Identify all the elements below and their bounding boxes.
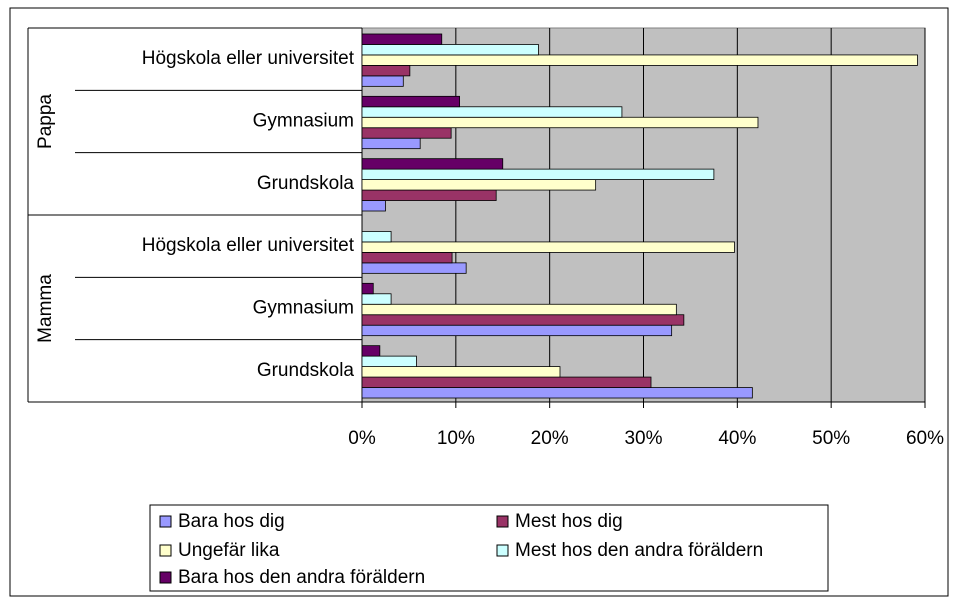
legend-swatch: [159, 571, 172, 584]
y-tick-label: Högskola eller universitet: [142, 48, 355, 69]
bar: [361, 366, 561, 378]
x-tick-label: 0%: [348, 428, 376, 449]
x-tick-label: 10%: [437, 428, 475, 449]
bar: [361, 200, 386, 212]
bar: [361, 106, 623, 118]
bar: [361, 75, 404, 87]
bar: [361, 95, 460, 108]
bar: [361, 345, 381, 357]
group-label: Mamma: [35, 274, 56, 343]
legend-swatch: [159, 544, 172, 557]
bar: [361, 116, 759, 129]
bar: [361, 179, 597, 191]
legend-label: Ungefär lika: [178, 540, 280, 561]
legend-swatch: [159, 515, 172, 528]
y-tick-label: Högskola eller universitet: [142, 235, 355, 256]
bar: [361, 241, 735, 253]
bar: [361, 33, 443, 45]
group-label: Pappa: [35, 94, 56, 149]
y-tick-label: Grundskola: [257, 360, 355, 381]
legend-label: Mest hos den andra föräldern: [515, 540, 763, 561]
bar: [361, 189, 497, 201]
bar: [361, 376, 652, 388]
x-tick-label: 60%: [906, 428, 944, 449]
legend-swatch: [496, 544, 509, 557]
bar: [361, 251, 453, 264]
bar: [361, 158, 504, 170]
y-tick-label: Grundskola: [257, 173, 355, 194]
bar: [361, 324, 673, 337]
bar: [361, 387, 753, 399]
y-tick-label: Gymnasium: [253, 298, 354, 319]
x-tick-label: 30%: [624, 428, 662, 449]
bar: [361, 137, 421, 150]
legend-label: Bara hos dig: [178, 511, 285, 532]
bar: [361, 282, 374, 295]
bar: [361, 355, 417, 367]
bar: [361, 303, 677, 316]
bar: [361, 65, 411, 77]
x-tick-label: 20%: [531, 428, 569, 449]
x-tick-label: 40%: [718, 428, 756, 449]
legend-swatch: [496, 515, 509, 528]
bar: [361, 293, 392, 305]
bar: [361, 44, 539, 56]
bar: [361, 231, 392, 243]
bar: [361, 262, 467, 274]
legend-box: [149, 504, 829, 592]
x-tick-label: 50%: [812, 428, 850, 449]
bar: [361, 127, 452, 139]
bar: [361, 314, 685, 326]
bar: [361, 54, 918, 66]
bar: [361, 168, 715, 180]
legend-label: Mest hos dig: [515, 511, 623, 532]
legend-label: Bara hos den andra föräldern: [178, 567, 425, 588]
y-tick-label: Gymnasium: [253, 111, 354, 132]
